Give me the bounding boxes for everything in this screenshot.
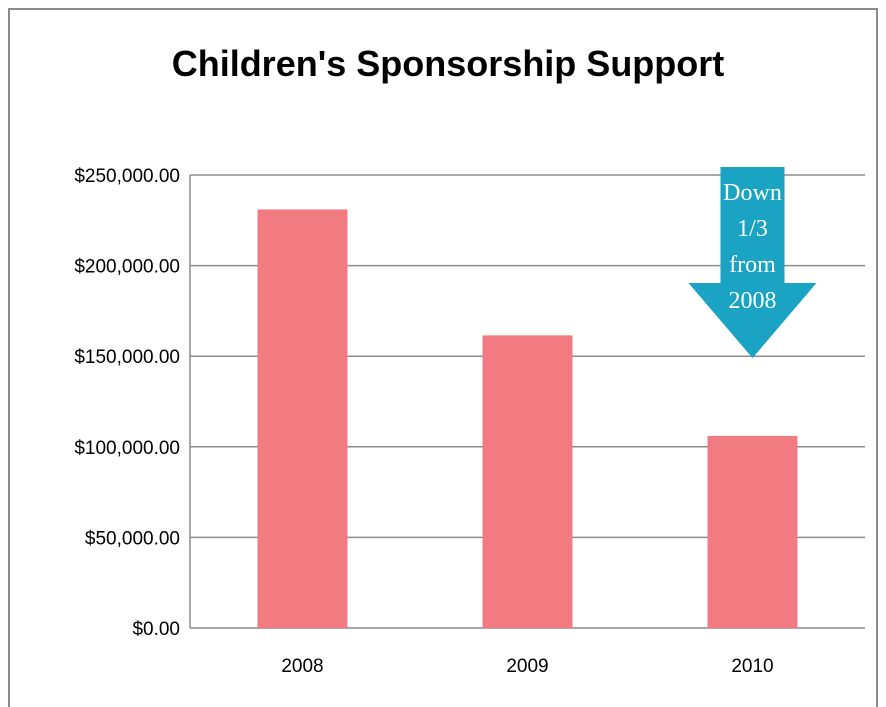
y-tick-label: $100,000.00: [74, 438, 180, 459]
annotation-text-line: from: [729, 252, 776, 278]
x-tick-label: 2009: [506, 656, 548, 677]
annotation-text-line: 1/3: [737, 216, 768, 242]
annotation-text-line: Down: [723, 180, 782, 206]
y-tick-label: $200,000.00: [74, 257, 180, 278]
y-tick-label: $50,000.00: [85, 528, 180, 549]
bar-2010: [707, 435, 798, 628]
bar-2008: [257, 209, 348, 629]
down-arrow-shape: [688, 167, 817, 358]
x-tick-label: 2010: [731, 656, 773, 677]
down-arrow-annotation: Down 1/3 from 2008: [688, 167, 817, 358]
x-axis-tick-labels: 2008 2009 2010: [281, 656, 773, 677]
y-axis-tick-labels: $0.00 $50,000.00 $100,000.00 $150,000.00 $20…: [74, 166, 180, 640]
annotation-text-line: 2008: [729, 288, 777, 314]
y-tick-label: $0.00: [132, 619, 180, 640]
bars: [257, 209, 798, 629]
y-tick-label: $150,000.00: [74, 347, 180, 368]
x-tick-label: 2008: [281, 656, 323, 677]
y-tick-label: $250,000.00: [74, 166, 180, 187]
chart-title: Children's Sponsorship Support: [172, 43, 725, 84]
bar-2009: [482, 335, 573, 628]
